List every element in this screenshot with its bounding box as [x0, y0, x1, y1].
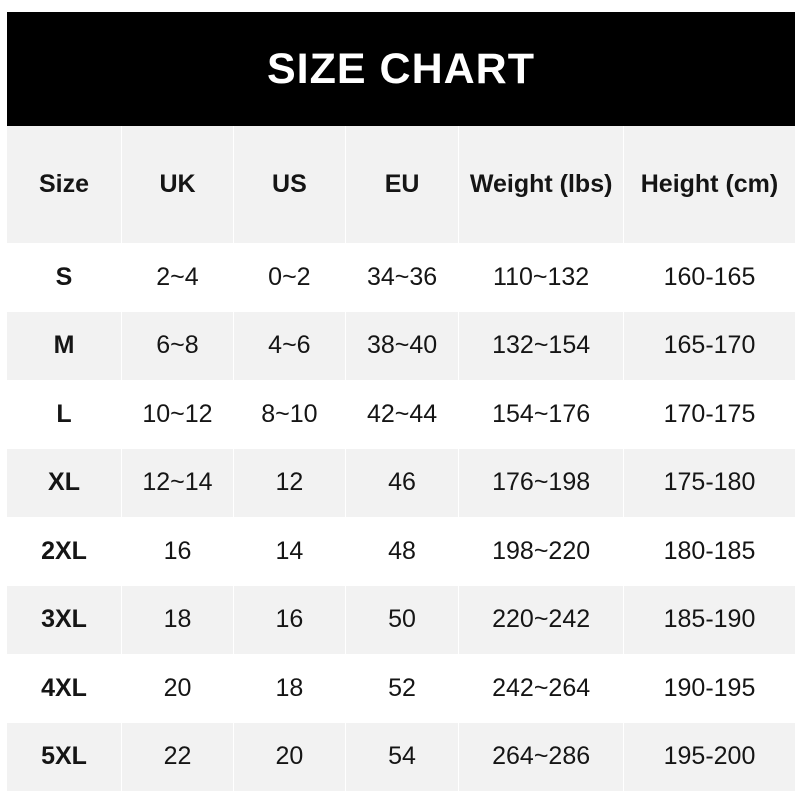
- title-banner: SIZE CHART: [7, 12, 795, 126]
- cell-size: S: [7, 243, 123, 312]
- column-header-weight: Weight (lbs): [459, 126, 624, 243]
- column-header-height: Height (cm): [640, 170, 779, 199]
- cell-weight: 176~198: [459, 448, 624, 517]
- cell-us: 12: [234, 448, 346, 517]
- table-row: 4XL 20 18 52 242~264 190-195: [7, 654, 795, 723]
- table-row: 5XL 22 20 54 264~286 195-200: [7, 722, 795, 791]
- cell-uk: 20: [122, 654, 234, 723]
- table-body: S 2~4 0~2 34~36 110~132 160-165 M 6~8 4~…: [7, 243, 795, 791]
- cell-eu: 48: [346, 517, 460, 586]
- cell-size: 4XL: [7, 654, 123, 723]
- cell-us: 0~2: [234, 243, 346, 312]
- cell-height: 180-185: [663, 536, 756, 565]
- cell-size: 5XL: [7, 722, 123, 791]
- column-header-us: US: [234, 126, 346, 243]
- table-row: S 2~4 0~2 34~36 110~132 160-165: [7, 243, 795, 312]
- cell-height: 165-170: [663, 331, 756, 359]
- cell-us: 16: [234, 585, 346, 654]
- page-title: SIZE CHART: [267, 44, 535, 93]
- cell-height: 170-175: [663, 399, 756, 428]
- cell-weight: 132~154: [459, 311, 624, 380]
- cell-weight: 110~132: [459, 243, 624, 312]
- cell-us: 20: [234, 722, 346, 791]
- size-chart-table: Size UK US EU Weight (lbs) Height (cm) S…: [7, 126, 795, 791]
- cell-uk: 22: [122, 722, 234, 791]
- cell-size: XL: [7, 448, 123, 517]
- cell-us: 14: [234, 517, 346, 586]
- cell-uk: 6~8: [122, 311, 234, 380]
- cell-eu: 54: [346, 722, 460, 791]
- cell-weight: 220~242: [459, 585, 624, 654]
- cell-eu: 34~36: [346, 243, 460, 312]
- cell-weight: 264~286: [459, 722, 624, 791]
- cell-eu: 46: [346, 448, 460, 517]
- column-header-size: Size: [7, 126, 123, 243]
- column-header-eu: EU: [346, 126, 460, 243]
- cell-uk: 12~14: [122, 448, 234, 517]
- table-row: XL 12~14 12 46 176~198 175-180: [7, 448, 795, 517]
- cell-us: 4~6: [234, 311, 346, 380]
- cell-size: L: [7, 380, 123, 449]
- cell-height: 175-180: [663, 468, 756, 496]
- cell-weight: 198~220: [459, 517, 624, 586]
- table-row: 3XL 18 16 50 220~242 185-190: [7, 585, 795, 654]
- column-header-uk: UK: [122, 126, 234, 243]
- cell-uk: 16: [122, 517, 234, 586]
- cell-us: 8~10: [234, 380, 346, 449]
- cell-height: 190-195: [663, 673, 756, 702]
- table-row: M 6~8 4~6 38~40 132~154 165-170: [7, 311, 795, 380]
- cell-size: M: [7, 311, 123, 380]
- table-row: L 10~12 8~10 42~44 154~176 170-175: [7, 380, 795, 449]
- cell-weight: 242~264: [459, 654, 624, 723]
- cell-size: 3XL: [7, 585, 123, 654]
- cell-uk: 18: [122, 585, 234, 654]
- table-header: Size UK US EU Weight (lbs) Height (cm): [7, 126, 795, 243]
- table-header-row: Size UK US EU Weight (lbs) Height (cm): [7, 126, 795, 243]
- cell-height: 185-190: [663, 605, 756, 633]
- cell-uk: 2~4: [122, 243, 234, 312]
- cell-us: 18: [234, 654, 346, 723]
- cell-eu: 52: [346, 654, 460, 723]
- cell-size: 2XL: [7, 517, 123, 586]
- cell-eu: 50: [346, 585, 460, 654]
- cell-height: 195-200: [663, 742, 756, 770]
- cell-eu: 42~44: [346, 380, 460, 449]
- cell-eu: 38~40: [346, 311, 460, 380]
- cell-weight: 154~176: [459, 380, 624, 449]
- cell-height: 160-165: [663, 262, 756, 291]
- cell-uk: 10~12: [122, 380, 234, 449]
- table-row: 2XL 16 14 48 198~220 180-185: [7, 517, 795, 586]
